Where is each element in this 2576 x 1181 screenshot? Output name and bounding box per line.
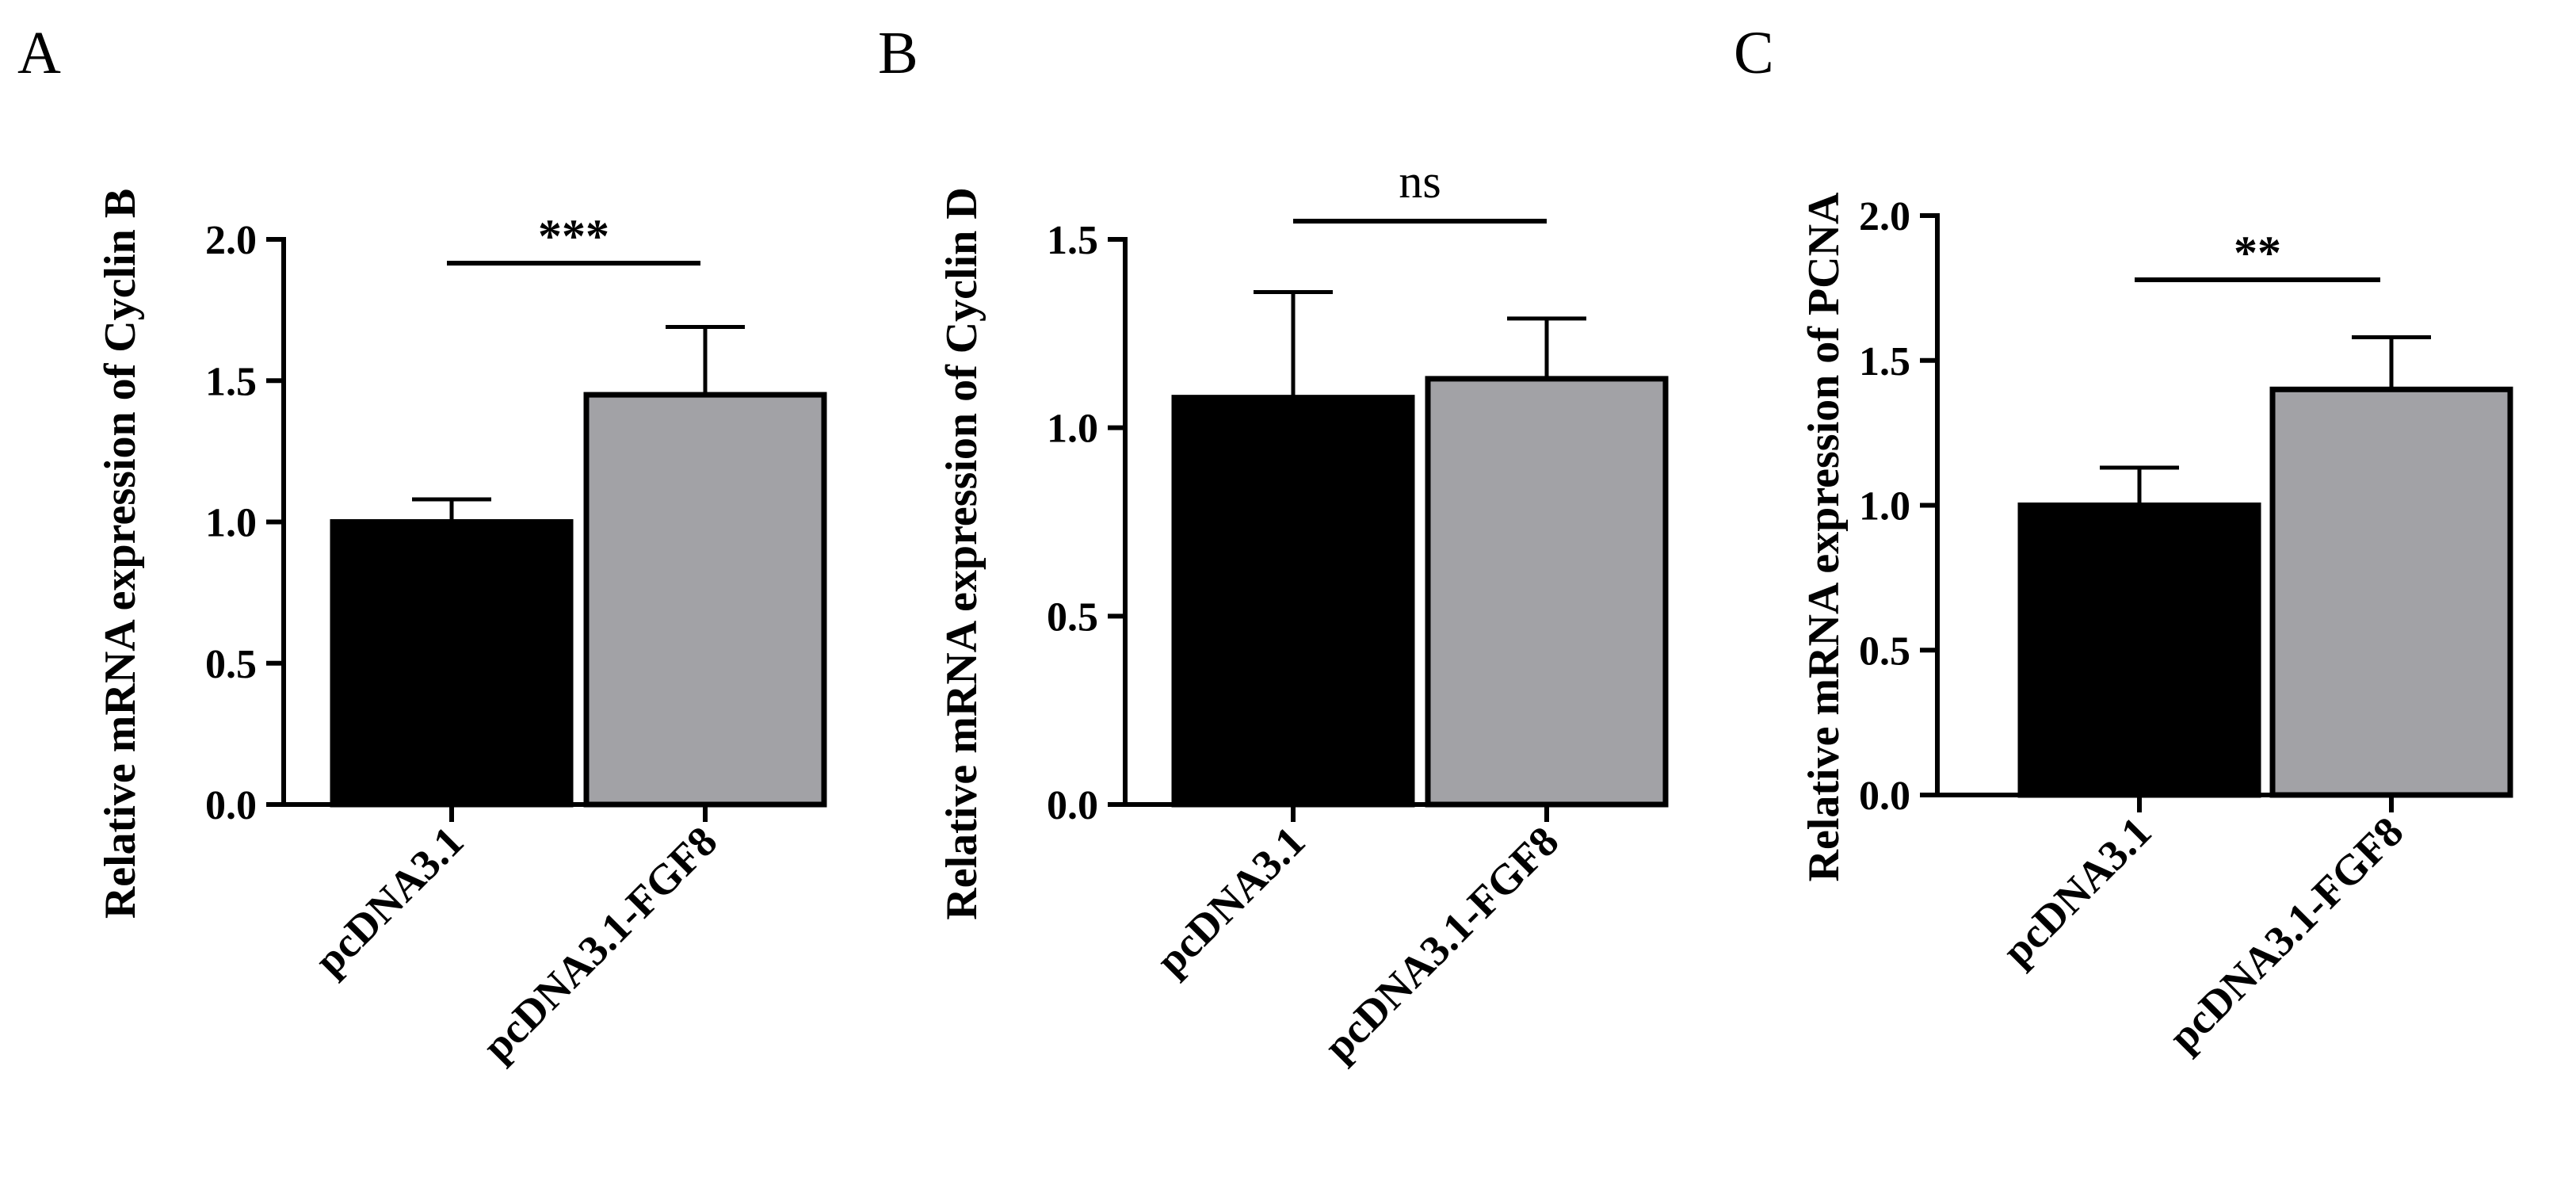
y-tick-label: 0.0 — [1047, 783, 1098, 828]
bar-1 — [330, 519, 574, 808]
chart-panel-b: B Relative mRNA expression of Cyclin D 0.0… — [878, 20, 1669, 1070]
y-tick-label: 0.5 — [205, 642, 257, 687]
bar-1 — [2017, 503, 2261, 798]
panel-letter: B — [878, 20, 918, 86]
panel-letter: C — [1734, 20, 1774, 86]
bar-2 — [2269, 386, 2513, 798]
y-tick-label: 1.0 — [1047, 407, 1098, 452]
significance-label: *** — [538, 210, 609, 262]
x-category-label: pcDNA3.1 — [1993, 808, 2160, 975]
y-tick-label: 0.0 — [1859, 774, 1910, 819]
y-tick-label: 0.5 — [1859, 629, 1910, 674]
y-tick-label: 1.0 — [205, 501, 257, 546]
y-tick-label: 1.5 — [205, 359, 257, 404]
x-category-label: pcDNA3.1 — [1147, 817, 1314, 984]
y-tick-label: 1.0 — [1859, 484, 1910, 529]
y-tick-label: 2.0 — [1859, 194, 1910, 239]
chart-panel-c: C Relative mRNA expression of PCNA 0.0 0.5 1… — [1734, 20, 2513, 1061]
x-category-label: pcDNA3.1 — [305, 817, 472, 984]
y-tick-label: 1.5 — [1047, 218, 1098, 263]
chart-panel-a: A Relative mRNA expression of Cyclin B 0.0… — [17, 20, 827, 1070]
x-category-label: pcDNA3.1-FGF8 — [1315, 817, 1567, 1070]
y-tick-label: 1.5 — [1859, 339, 1910, 384]
y-axis-label: Relative mRNA expression of Cyclin B — [96, 189, 145, 919]
y-tick-label: 2.0 — [205, 218, 257, 263]
bar-2 — [583, 392, 827, 808]
y-tick-label: 0.5 — [1047, 594, 1098, 640]
panel-letter: A — [17, 20, 61, 86]
x-category-label: pcDNA3.1-FGF8 — [2159, 808, 2412, 1061]
x-category-label: pcDNA3.1-FGF8 — [473, 817, 726, 1070]
y-axis-label: Relative mRNA expression of PCNA — [1799, 192, 1849, 882]
y-tick-label: 0.0 — [205, 783, 257, 828]
significance-label: ns — [1399, 155, 1441, 208]
y-axis-label: Relative mRNA expression of Cyclin D — [937, 187, 987, 919]
bar-2 — [1425, 376, 1669, 808]
bar-1 — [1171, 395, 1415, 808]
significance-label: ** — [2234, 227, 2281, 279]
